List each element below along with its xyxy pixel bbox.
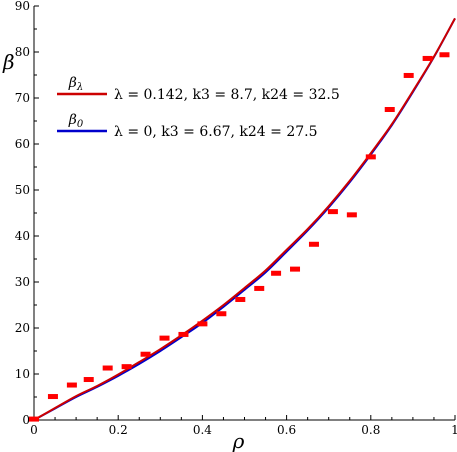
legend-symbol-subscript: 0 [77,119,84,130]
series-line-0 [33,17,456,421]
legend-symbol-0: βλ [68,75,83,93]
x-tick-label: 0.4 [193,423,212,437]
curves [33,17,456,421]
legend-symbol-1: β0 [68,112,84,130]
legend-params-1: λ = 0, k3 = 6.67, k24 = 27.5 [114,124,318,140]
x-tick-label: 0.2 [109,423,128,437]
data-point [197,321,208,327]
legend: βλ λ = 0.142, k3 = 8.7, k24 = 32.5 β0 λ = 0… [57,75,340,140]
x-tick-label: 0.6 [277,423,296,437]
data-point [102,365,113,371]
data-point [439,52,450,58]
data-point [66,382,77,388]
data-point [235,296,246,302]
y-tick-label: 80 [15,45,30,59]
x-tick-label: 1 [451,423,457,437]
data-point [159,335,170,341]
x-tick-label: 0.8 [361,423,380,437]
data-point [216,311,227,317]
data-point [403,72,414,78]
data-point [83,377,94,383]
y-tick-label: 90 [15,0,30,13]
data-point [327,209,338,215]
y-tick-label: 50 [15,183,30,197]
y-tick-label: 10 [15,367,30,381]
data-point [422,55,433,61]
data-point [384,107,395,112]
legend-params-0: λ = 0.142, k3 = 8.7, k24 = 32.5 [114,87,340,103]
y-tick-label: 70 [15,91,30,105]
y-tick-label: 0 [22,413,30,427]
y-tick-label: 20 [15,321,30,335]
data-points [29,52,450,422]
legend-symbol-subscript: λ [76,82,83,93]
series-line-1 [33,17,456,421]
data-point [29,416,39,422]
data-point [140,351,151,357]
y-tick-label: 40 [15,229,30,243]
data-point [121,364,132,370]
data-point [308,241,319,247]
data-point [365,154,376,160]
y-axis-label: β [2,50,15,74]
y-tick-label: 30 [15,275,30,289]
y-tick-label: 60 [15,137,30,151]
x-axis-label: ρ [232,429,245,452]
data-point [346,212,357,218]
data-point [47,394,58,400]
x-tick-label: 0 [30,423,38,437]
data-point [178,331,189,337]
data-point [290,266,301,272]
data-point [271,270,282,276]
data-point [254,285,265,291]
